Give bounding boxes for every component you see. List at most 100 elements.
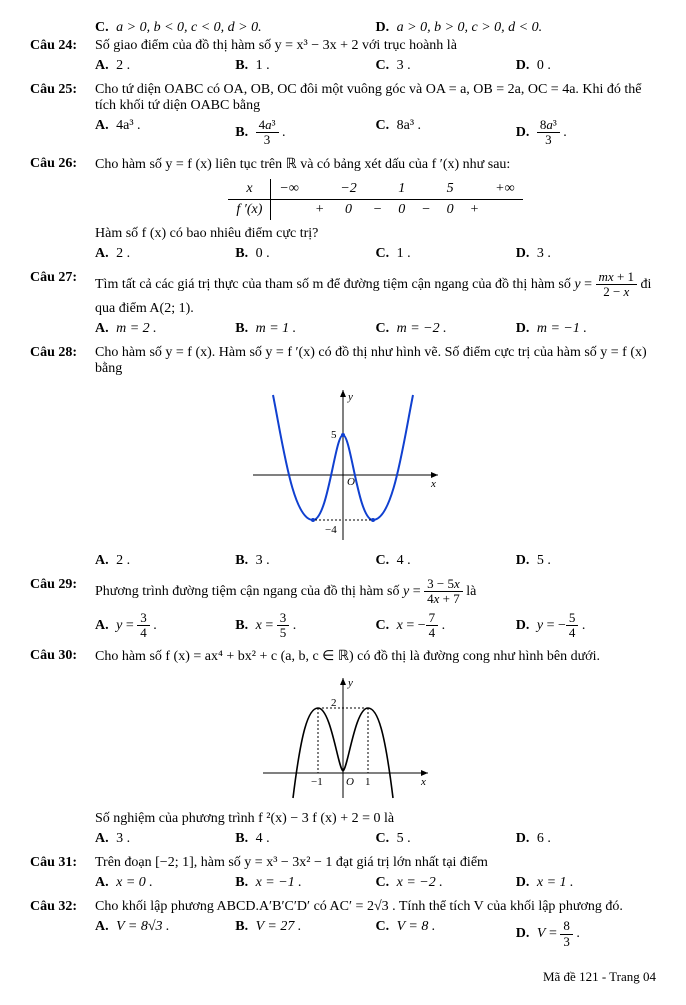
q30-D: D. 6 .	[516, 831, 656, 847]
page-footer: Mã đề 121 - Trang 04	[30, 969, 656, 985]
q31-label: Câu 31:	[30, 855, 95, 871]
q26-text2: Hàm số f (x) có bao nhiêu điểm cực trị?	[95, 226, 656, 242]
opt-C: C. a > 0, b < 0, c < 0, d > 0.	[95, 20, 376, 36]
q24-C-text: 3 .	[397, 58, 411, 73]
pre-D-text: a > 0, b > 0, c > 0, d < 0.	[397, 20, 543, 35]
q31: Câu 31: Trên đoạn [−2; 1], hàm số y = x³…	[30, 855, 656, 871]
q31-D-t: x = 1 .	[537, 875, 574, 890]
q32-A-t: V = 8√3 .	[116, 919, 169, 934]
q30-B: B. 4 .	[235, 831, 375, 847]
q31-C-t: x = −2 .	[397, 875, 443, 890]
q28-B: B. 3 .	[235, 553, 375, 569]
q25-opts: A. 4a³ . B. 4a³3 . C. 8a³ . D. 8a³3 .	[95, 118, 656, 148]
q30-C: C. 5 .	[376, 831, 516, 847]
q31-A-t: x = 0 .	[116, 875, 153, 890]
q26-D-t: 3 .	[537, 246, 551, 261]
q26-C-t: 1 .	[397, 246, 411, 261]
q24-D: D. 0 .	[516, 58, 656, 74]
q32-A: A. V = 8√3 .	[95, 919, 235, 949]
q29-A: A. y = 34 .	[95, 611, 235, 641]
q30-label: Câu 30:	[30, 648, 95, 664]
q30-text: Cho hàm số f (x) = ax⁴ + bx² + c (a, b, …	[95, 648, 656, 665]
q24-B-text: 1 .	[256, 58, 270, 73]
q32-B-t: V = 27 .	[256, 919, 302, 934]
q25: Câu 25: Cho tứ diện OABC có OA, OB, OC đ…	[30, 82, 656, 114]
q24-C: C. 3 .	[376, 58, 516, 74]
q26-opts: A. 2 . B. 0 . C. 1 . D. 3 .	[95, 246, 656, 262]
q28: Câu 28: Cho hàm số y = f (x). Hàm số y =…	[30, 345, 656, 377]
q30-xpos: 1	[365, 776, 371, 788]
q24-text: Số giao điểm của đồ thị hàm số y = x³ − …	[95, 38, 656, 54]
svg-text:O: O	[347, 476, 355, 488]
q28-B-t: 3 .	[256, 553, 270, 568]
q31-D: D. x = 1 .	[516, 875, 656, 891]
q30-C-t: 5 .	[397, 831, 411, 846]
q24-D-text: 0 .	[537, 58, 551, 73]
q25-B: B. 4a³3 .	[235, 118, 375, 148]
q27-C: C. m = −2 .	[376, 321, 516, 337]
q27-text: Tìm tất cả các giá trị thực của tham số …	[95, 270, 656, 300]
q26-table: x−∞−215+∞ f ′(x)+0−0−0+	[95, 179, 656, 220]
q30-A: A. 3 .	[95, 831, 235, 847]
q24-opts: A. 2 . B. 1 . C. 3 . D. 0 .	[95, 58, 656, 74]
q28-ylab-4: −4	[325, 524, 337, 536]
pre-C-text: a > 0, b < 0, c < 0, d > 0.	[116, 20, 262, 35]
q30: Câu 30: Cho hàm số f (x) = ax⁴ + bx² + c…	[30, 648, 656, 665]
q26-B-t: 0 .	[256, 246, 270, 261]
q32: Câu 32: Cho khối lập phương ABCD.A′B′C′D…	[30, 899, 656, 915]
q27-D-t: m = −1 .	[537, 321, 587, 336]
q26-C: C. 1 .	[376, 246, 516, 262]
q30-D-t: 6 .	[537, 831, 551, 846]
svg-text:x: x	[420, 776, 426, 788]
q32-B: B. V = 27 .	[235, 919, 375, 949]
q30-xneg: −1	[311, 776, 323, 788]
q28-ylab5: 5	[331, 429, 337, 441]
q32-C: C. V = 8 .	[376, 919, 516, 949]
q25-D: D. 8a³3 .	[516, 118, 656, 148]
svg-text:x: x	[430, 478, 436, 490]
svg-text:y: y	[347, 677, 353, 689]
q32-label: Câu 32:	[30, 899, 95, 915]
q28-opts: A. 2 . B. 3 . C. 4 . D. 5 .	[95, 553, 656, 569]
q31-C: C. x = −2 .	[376, 875, 516, 891]
q30-y2: 2	[331, 697, 337, 709]
q26-text: Cho hàm số y = f (x) liên tục trên ℝ và …	[95, 156, 656, 173]
q29-pre: Phương trình đường tiệm cận ngang của đồ…	[95, 584, 403, 599]
q29-D: D. y = −54 .	[516, 611, 656, 641]
q27-C-t: m = −2 .	[397, 321, 447, 336]
q31-opts: A. x = 0 . B. x = −1 . C. x = −2 . D. x …	[95, 875, 656, 891]
q27-line2: qua điểm A(2; 1).	[95, 301, 656, 317]
q27-pre: Tìm tất cả các giá trị thực của tham số …	[95, 277, 574, 292]
q24-A: A. 2 .	[95, 58, 235, 74]
q28-C: C. 4 .	[376, 553, 516, 569]
q26-B: B. 0 .	[235, 246, 375, 262]
q27-B: B. m = 1 .	[235, 321, 375, 337]
q27: Câu 27: Tìm tất cả các giá trị thực của …	[30, 270, 656, 300]
q30-B-t: 4 .	[256, 831, 270, 846]
q32-D: D. V = 83 .	[516, 919, 656, 949]
q28-D: D. 5 .	[516, 553, 656, 569]
q28-text: Cho hàm số y = f (x). Hàm số y = f ′(x) …	[95, 345, 656, 377]
q32-text: Cho khối lập phương ABCD.A′B′C′D′ có AC′…	[95, 899, 656, 915]
q31-B-t: x = −1 .	[256, 875, 302, 890]
svg-text:y: y	[347, 391, 353, 403]
q27-label: Câu 27:	[30, 270, 95, 286]
svg-text:O: O	[346, 776, 354, 788]
q32-opts: A. V = 8√3 . B. V = 27 . C. V = 8 . D. V…	[95, 919, 656, 949]
q24: Câu 24: Số giao điểm của đồ thị hàm số y…	[30, 38, 656, 54]
q27-A: A. m = 2 .	[95, 321, 235, 337]
q25-C-text: 8a³ .	[397, 118, 421, 133]
q30-A-t: 3 .	[116, 831, 130, 846]
q27-D: D. m = −1 .	[516, 321, 656, 337]
q31-text: Trên đoạn [−2; 1], hàm số y = x³ − 3x² −…	[95, 855, 656, 871]
q27-A-t: m = 2 .	[116, 321, 157, 336]
q26: Câu 26: Cho hàm số y = f (x) liên tục tr…	[30, 156, 656, 173]
q28-C-t: 4 .	[397, 553, 411, 568]
q24-A-text: 2 .	[116, 58, 130, 73]
q26-A: A. 2 .	[95, 246, 235, 262]
q28-label: Câu 28:	[30, 345, 95, 361]
q28-D-t: 5 .	[537, 553, 551, 568]
q29: Câu 29: Phương trình đường tiệm cận ngan…	[30, 577, 656, 607]
q30-text2: Số nghiệm của phương trình f ²(x) − 3 f …	[95, 811, 656, 827]
q29-opts: A. y = 34 . B. x = 35 . C. x = −74 . D. …	[95, 611, 656, 641]
